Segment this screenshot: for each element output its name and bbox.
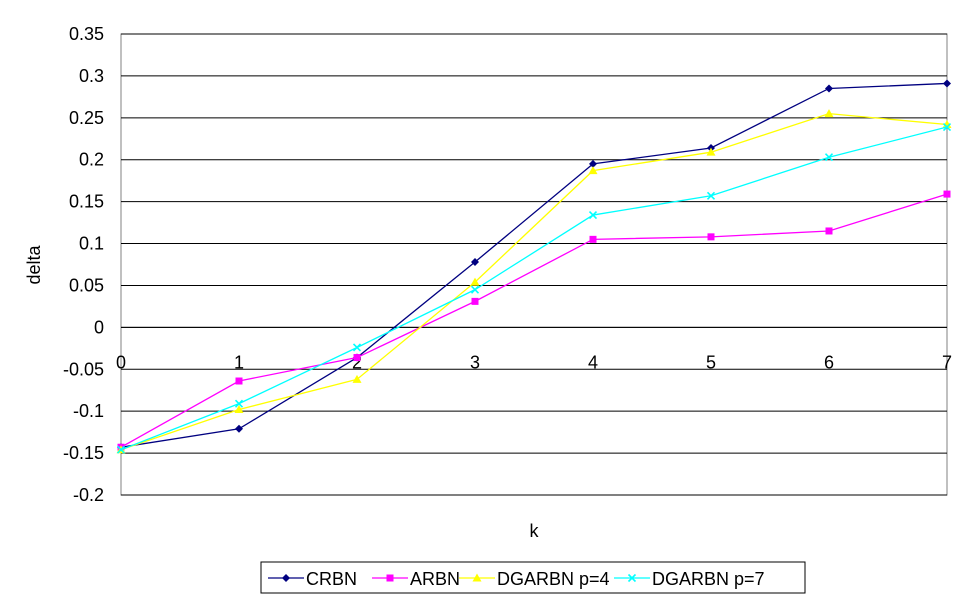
x-tick-label: 5 (706, 352, 716, 372)
y-tick-label: 0 (94, 317, 104, 337)
x-tick-label: 6 (824, 352, 834, 372)
data-point-marker (282, 574, 290, 582)
series-line (120, 126, 948, 451)
legend: CRBN ARBN DGARBN p=4 DGARBN p=7 (268, 569, 765, 589)
series-line (120, 112, 948, 451)
data-point-marker (942, 122, 952, 132)
y-axis-title: delta (24, 245, 44, 285)
data-point-marker (116, 445, 126, 454)
x-tick-label: 1 (234, 352, 244, 372)
series-dgarbn-p-7 (116, 122, 952, 454)
data-point-marker (825, 84, 833, 93)
x-tick-label: 4 (588, 352, 598, 372)
y-tick-label: 0.3 (79, 66, 104, 86)
data-point-marker (943, 79, 951, 88)
data-point-marker (824, 153, 834, 162)
data-point-marker (824, 109, 834, 118)
legend-label: ARBN (410, 569, 460, 589)
data-point-marker (471, 297, 479, 305)
legend-item: DGARBN p=4 (459, 569, 610, 589)
x-tick-label: 3 (470, 352, 480, 372)
data-point-marker (588, 210, 598, 220)
y-axis-tick-labels: 0.35 0.3 0.25 0.2 0.15 0.1 0.05 0 -0.05 -0.1 -0.15… (63, 24, 104, 505)
data-point-marker (706, 147, 716, 156)
series-dgarbn-p-4 (116, 109, 952, 454)
x-tick-label: 0 (116, 352, 126, 372)
data-point-marker (470, 277, 480, 286)
legend-box (260, 561, 806, 594)
data-point-marker (589, 159, 597, 168)
data-point-marker (472, 573, 482, 582)
series-line (120, 193, 948, 448)
data-point-marker (707, 233, 715, 241)
data-point-marker (942, 120, 952, 129)
data-point-marker (235, 377, 243, 385)
y-tick-label: 0.25 (69, 108, 104, 128)
series-line (120, 82, 948, 448)
x-axis-tick-labels: 0 1 2 3 4 5 6 7 (116, 352, 952, 372)
legend-item: DGARBN p=7 (614, 569, 765, 589)
x-tick-label: 7 (942, 352, 952, 372)
data-point-marker (352, 374, 362, 383)
data-point-marker (471, 257, 479, 266)
data-point-marker (627, 573, 637, 583)
data-point-marker (943, 190, 951, 198)
legend-label: DGARBN p=7 (652, 569, 765, 589)
y-tick-label: 0.2 (79, 150, 104, 170)
data-point-marker (386, 574, 394, 582)
legend-label: DGARBN p=4 (497, 569, 610, 589)
series-layer (116, 79, 952, 454)
data-point-marker (589, 235, 597, 243)
legend-label: CRBN (306, 569, 357, 589)
x-tick-label: 2 (352, 352, 362, 372)
y-tick-label: -0.2 (73, 485, 104, 505)
y-tick-label: -0.15 (63, 443, 104, 463)
data-point-marker (588, 166, 598, 175)
x-axis-title: k (530, 521, 540, 541)
data-point-marker (706, 191, 716, 200)
data-point-marker (825, 227, 833, 235)
y-tick-label: 0.05 (69, 275, 104, 295)
data-point-marker (353, 354, 361, 362)
data-point-marker (235, 424, 243, 433)
y-tick-label: -0.1 (73, 401, 104, 421)
y-tick-label: 0.1 (79, 234, 104, 254)
y-tick-label: 0.35 (69, 24, 104, 44)
y-tick-label: -0.05 (63, 359, 104, 379)
data-point-marker (234, 399, 244, 408)
data-point-marker (234, 405, 244, 414)
data-point-marker (352, 343, 362, 352)
data-point-marker (470, 285, 480, 294)
y-tick-label: 0.15 (69, 192, 104, 212)
legend-item: ARBN (372, 569, 460, 589)
gridlines (121, 33, 947, 496)
plot-area (120, 33, 948, 496)
legend-item: CRBN (268, 569, 357, 589)
